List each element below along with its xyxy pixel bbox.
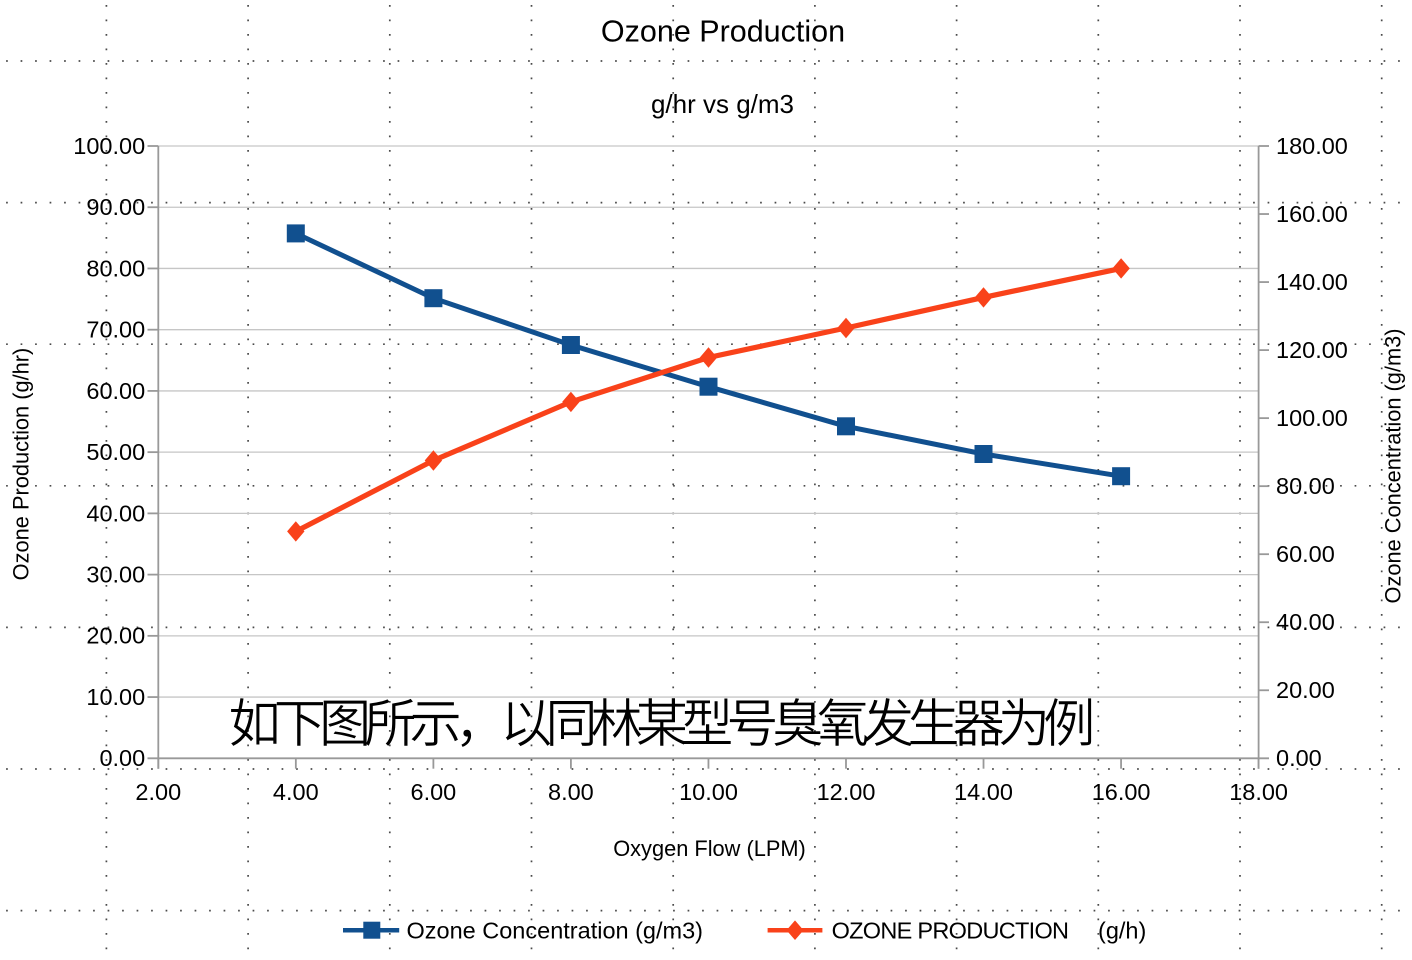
svg-text:18.00: 18.00 <box>1229 779 1288 805</box>
svg-text:80.00: 80.00 <box>1276 473 1335 499</box>
svg-text:8.00: 8.00 <box>548 779 594 805</box>
svg-text:16.00: 16.00 <box>1092 779 1151 805</box>
svg-text:60.00: 60.00 <box>86 378 145 404</box>
svg-text:100.00: 100.00 <box>73 133 145 159</box>
svg-text:4.00: 4.00 <box>273 779 319 805</box>
svg-text:10.00: 10.00 <box>86 684 145 710</box>
svg-text:120.00: 120.00 <box>1276 337 1348 363</box>
svg-text:160.00: 160.00 <box>1276 201 1348 227</box>
svg-text:20.00: 20.00 <box>86 623 145 649</box>
svg-text:70.00: 70.00 <box>86 317 145 343</box>
svg-text:OZONE PRODUCTION: OZONE PRODUCTION <box>832 917 1069 943</box>
svg-text:g/hr vs g/m3: g/hr vs g/m3 <box>651 89 794 119</box>
svg-text:2.00: 2.00 <box>135 779 181 805</box>
svg-text:180.00: 180.00 <box>1276 133 1348 159</box>
svg-text:60.00: 60.00 <box>1276 541 1335 567</box>
svg-text:Ozone Concentration (g/m3): Ozone Concentration (g/m3) <box>407 917 704 943</box>
svg-text:Ozone Production: Ozone Production <box>601 15 845 49</box>
svg-text:80.00: 80.00 <box>86 255 145 281</box>
svg-text:140.00: 140.00 <box>1276 269 1348 295</box>
svg-text:30.00: 30.00 <box>86 562 145 588</box>
svg-text:0.00: 0.00 <box>99 745 145 771</box>
svg-text:10.00: 10.00 <box>679 779 738 805</box>
svg-text:Oxygen Flow (LPM): Oxygen Flow (LPM) <box>613 836 806 861</box>
svg-text:14.00: 14.00 <box>954 779 1013 805</box>
svg-text:50.00: 50.00 <box>86 439 145 465</box>
svg-text:(g/h): (g/h) <box>1098 917 1146 943</box>
svg-text:20.00: 20.00 <box>1276 677 1335 703</box>
svg-text:40.00: 40.00 <box>1276 609 1335 635</box>
svg-text:100.00: 100.00 <box>1276 405 1348 431</box>
svg-text:6.00: 6.00 <box>411 779 457 805</box>
svg-text:90.00: 90.00 <box>86 194 145 220</box>
svg-text:0.00: 0.00 <box>1276 745 1322 771</box>
svg-text:Ozone Concentration (g/m3): Ozone Concentration (g/m3) <box>1381 328 1406 603</box>
svg-text:Ozone Production (g/hr): Ozone Production (g/hr) <box>9 348 34 581</box>
svg-text:12.00: 12.00 <box>817 779 876 805</box>
svg-text:40.00: 40.00 <box>86 500 145 526</box>
